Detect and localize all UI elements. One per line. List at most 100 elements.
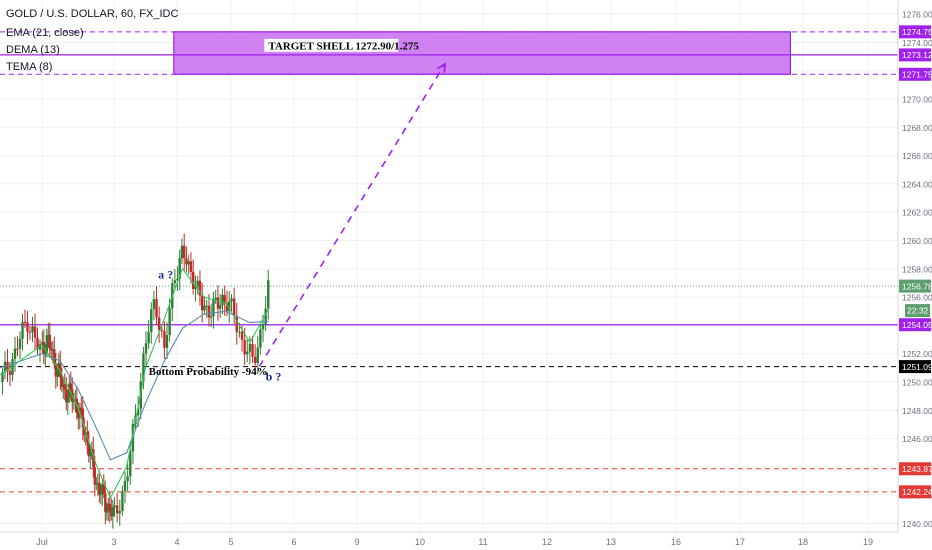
candle-body [44,352,47,355]
candle-body [187,261,190,265]
y-tick-label: 1262.00 [902,208,932,218]
annotation-wave-b[interactable]: b ? [266,370,282,384]
candle-body [228,301,231,312]
candle-body [259,329,262,348]
y-tick-label: 1264.00 [902,179,932,189]
level-badge [899,360,931,374]
candle-body [261,324,265,330]
candle-body [235,315,238,332]
candle-body [163,330,166,348]
candle-body [98,482,101,495]
candle-body [87,442,90,457]
candle-body [26,322,29,332]
projection-arrow-layer [258,62,447,367]
y-tick-label: 1248.00 [902,406,932,416]
candle-body [105,511,108,513]
candle-body [102,484,105,494]
grid [0,0,898,532]
candle-body [214,297,217,300]
y-tick-label: 1260.00 [902,236,932,246]
candle-body [123,481,127,492]
countdown-label: 22:32 [907,306,929,316]
y-tick-label: 1258.00 [902,264,932,274]
candle-body [1,372,4,383]
candle-body [198,280,202,296]
candles [1,233,270,529]
annotation-wave-a[interactable]: a ? [158,268,173,282]
candle-body [155,299,158,318]
candle-body [201,295,204,311]
indicator-lines [0,267,270,500]
candle-body [81,408,84,428]
candle-body [196,280,199,287]
candle-body [194,286,197,289]
candle-body [192,271,195,289]
candle-body [173,280,177,284]
y-tick-label: 1240.00 [902,519,932,529]
candle-body [56,368,59,377]
projection-arrow[interactable] [258,63,446,367]
candle-body [107,503,110,512]
candle-body [8,370,12,375]
candle-body [65,389,68,403]
candle-body [121,491,124,512]
candle-body [152,299,156,310]
x-tick-label: 5 [228,537,233,547]
legend-tema[interactable]: TEMA (8) [6,61,53,73]
candle-body [60,377,63,388]
candle-body [95,483,98,485]
target-box[interactable] [173,31,791,75]
x-tick-label: 12 [542,537,552,547]
x-tick-label: 13 [606,537,616,547]
candle-body [230,298,233,302]
candle-body [238,331,241,333]
candle-body [6,361,9,371]
y-tick-label: 1256.00 [902,293,932,303]
candle-body [54,364,57,377]
candle-body [223,294,226,304]
x-tick-label: 6 [291,537,296,547]
y-tick-label: 1268.00 [902,123,932,133]
legend-ema[interactable]: EMA (21, close) [6,27,84,39]
candle-body [115,505,119,514]
candle-body [28,331,32,333]
candle-body [221,294,224,306]
x-tick-label: 4 [174,537,179,547]
candle-body [47,334,50,336]
legend-dema[interactable]: DEMA (13) [6,44,60,56]
candle-body [165,334,169,348]
candle-body [96,482,99,484]
level-badge-label: 1274.75 [902,27,932,37]
candle-body [80,407,83,409]
candle-body [253,356,257,364]
candle-body [69,383,72,390]
level-badge-label: 1254.05 [902,320,932,330]
candle-body [51,349,54,351]
annotation-bottom-probability[interactable]: Bottom Probability -94% [149,366,268,378]
level-badge-label: 1242.24 [902,487,932,497]
candle-body [203,305,206,311]
candle-body [16,348,19,350]
projection-arrow-head [437,62,447,73]
candle-body [183,245,186,259]
candle-body [45,335,48,353]
price-axis-panel [898,0,932,550]
candle-body [267,280,270,309]
x-tick-label: 17 [735,537,745,547]
y-tick-label: 1276.00 [902,10,932,20]
candle-body [168,308,171,335]
candle-body [13,348,17,360]
candle-body [264,308,267,325]
y-tick-label: 1270.00 [902,95,932,105]
candle-body [72,399,75,403]
candle-body [111,507,114,517]
current-price-badge [899,279,931,293]
level-badge-label: 1251.09 [902,362,932,372]
x-tick-label: 18 [798,537,808,547]
candle-body [11,359,14,375]
candle-body [256,347,259,364]
candle-body [136,408,140,416]
annotations: a ? b ?Bottom Probability -94% [149,268,282,384]
y-tick-label: 1274.00 [902,38,932,48]
